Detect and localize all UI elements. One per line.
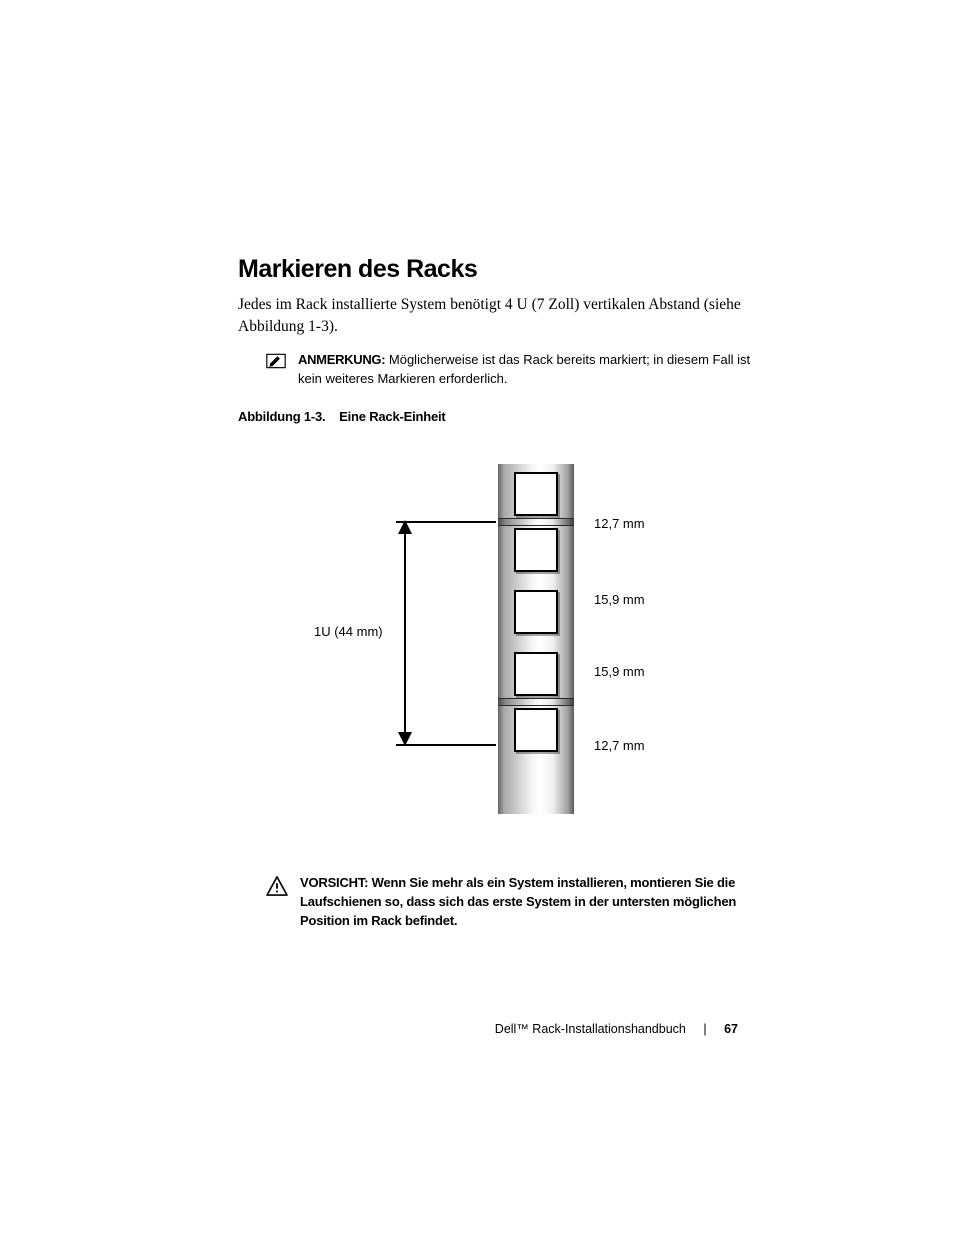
footer-separator: | xyxy=(703,1022,706,1036)
rack-hole xyxy=(514,708,558,752)
rack-hole xyxy=(514,472,558,516)
dimension-arrow xyxy=(398,522,412,744)
rack-notch xyxy=(498,698,574,706)
unit-label: 1U (44 mm) xyxy=(314,624,383,639)
figure-caption-number: Abbildung 1-3. xyxy=(238,409,325,424)
note-callout: ANMERKUNG: Möglicherweise ist das Rack b… xyxy=(238,351,758,389)
note-pencil-icon xyxy=(266,353,286,369)
footer-page-number: 67 xyxy=(724,1022,738,1036)
rack-hole xyxy=(514,528,558,572)
note-label: ANMERKUNG: xyxy=(298,352,385,367)
spacing-label: 15,9 mm xyxy=(594,664,645,679)
figure-caption: Abbildung 1-3. Eine Rack-Einheit xyxy=(238,409,758,424)
figure-caption-title: Eine Rack-Einheit xyxy=(339,409,445,424)
footer-doc-title: Dell™ Rack-Installationshandbuch xyxy=(495,1022,686,1036)
dimension-tick-top xyxy=(396,521,496,523)
caution-callout: VORSICHT: Wenn Sie mehr als ein System i… xyxy=(238,874,758,931)
caution-label: VORSICHT: xyxy=(300,875,368,890)
spacing-label: 12,7 mm xyxy=(594,738,645,753)
intro-paragraph: Jedes im Rack installierte System benöti… xyxy=(238,294,758,337)
page-footer: Dell™ Rack-Installationshandbuch | 67 xyxy=(238,1022,738,1036)
rack-rail xyxy=(498,464,574,814)
note-text: ANMERKUNG: Möglicherweise ist das Rack b… xyxy=(298,351,758,389)
rack-hole xyxy=(514,652,558,696)
caution-text: VORSICHT: Wenn Sie mehr als ein System i… xyxy=(300,874,758,931)
caution-warning-icon xyxy=(266,876,288,896)
rack-hole xyxy=(514,590,558,634)
spacing-label: 12,7 mm xyxy=(594,516,645,531)
rack-notch xyxy=(498,518,574,526)
section-heading: Markieren des Racks xyxy=(238,255,758,284)
dimension-tick-bottom xyxy=(396,744,496,746)
figure-rack-unit: 1U (44 mm) 12,7 mm 15,9 mm 15,9 mm 12,7 … xyxy=(238,464,758,834)
spacing-label: 15,9 mm xyxy=(594,592,645,607)
